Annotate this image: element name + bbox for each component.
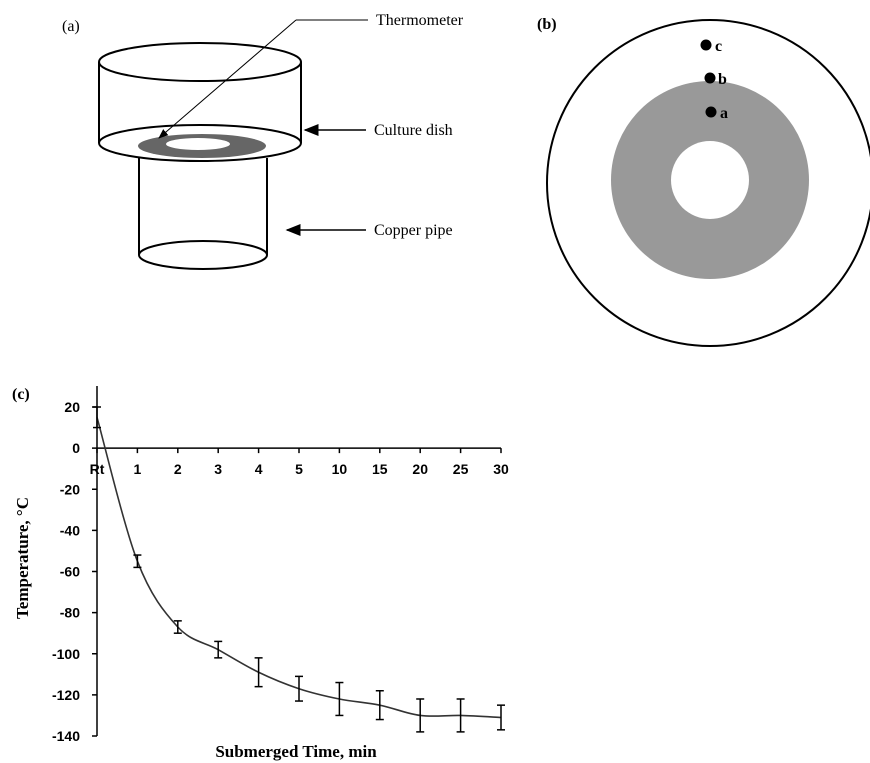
y-tick-label: -100 bbox=[52, 646, 80, 662]
culture-dish-label: Culture dish bbox=[374, 122, 453, 139]
error-bar bbox=[173, 620, 182, 634]
x-ticks: Rt 1 2 3 4 5 10 15 20 25 30 bbox=[90, 448, 509, 477]
x-tick-label: 30 bbox=[493, 461, 509, 477]
error-bar bbox=[497, 704, 505, 731]
error-bar bbox=[456, 698, 465, 733]
panel-a-label: (a) bbox=[62, 18, 80, 35]
annulus-hole bbox=[671, 141, 749, 219]
x-tick-label: 20 bbox=[412, 461, 428, 477]
x-tick-label: 10 bbox=[332, 461, 348, 477]
point-c-marker bbox=[700, 39, 712, 51]
error-bar bbox=[254, 657, 263, 688]
x-axis-title: Submerged Time, min bbox=[215, 742, 377, 761]
thermometer-label: Thermometer bbox=[376, 12, 464, 29]
error-bar bbox=[214, 640, 223, 659]
y-tick-label: 20 bbox=[64, 399, 80, 415]
y-ticks: 20 0 -20 -40 -60 -80 -100 -120 -140 bbox=[52, 399, 97, 744]
point-b-marker bbox=[704, 72, 716, 84]
panel-b-label: (b) bbox=[537, 16, 557, 33]
panel-c-label: (c) bbox=[12, 386, 30, 403]
error-bar bbox=[416, 698, 425, 733]
error-bar bbox=[133, 554, 142, 569]
thermometer-arrow bbox=[158, 19, 297, 139]
series-line bbox=[96, 417, 502, 719]
x-tick-label: 3 bbox=[214, 461, 222, 477]
panel-c: (c) 20 0 -20 -40 -60 -80 -100 -120 -140 Rt 1 2 3 4 5 1… bbox=[12, 386, 509, 761]
ring-hole bbox=[166, 138, 230, 150]
copper-pipe-label: Copper pipe bbox=[374, 222, 453, 239]
y-axis-title: Temperature, °C bbox=[13, 497, 32, 619]
point-c-label: c bbox=[715, 38, 722, 55]
temperature-chart: 20 0 -20 -40 -60 -80 -100 -120 -140 Rt 1 2 3 4 5 10 15 2… bbox=[13, 386, 509, 761]
y-tick-label: -20 bbox=[60, 481, 80, 497]
culture-dish-drawing bbox=[98, 42, 302, 162]
y-tick-label: -40 bbox=[60, 522, 80, 538]
y-tick-label: -120 bbox=[52, 687, 80, 703]
point-a-marker bbox=[705, 106, 717, 118]
x-tick-label: 1 bbox=[134, 461, 142, 477]
y-tick-label: -60 bbox=[60, 564, 80, 580]
error-bar bbox=[335, 681, 344, 717]
y-tick-label: 0 bbox=[72, 440, 80, 456]
x-tick-label: Rt bbox=[90, 461, 105, 477]
error-bar bbox=[93, 406, 101, 429]
y-tick-label: -80 bbox=[60, 605, 80, 621]
x-tick-label: 2 bbox=[174, 461, 182, 477]
error-bar bbox=[295, 675, 303, 702]
error-bars bbox=[93, 406, 505, 733]
x-tick-label: 5 bbox=[295, 461, 303, 477]
copper-pipe-drawing bbox=[138, 158, 268, 270]
error-bar bbox=[375, 690, 384, 721]
x-tick-label: 25 bbox=[453, 461, 469, 477]
panel-b: (b) a b c bbox=[537, 16, 870, 347]
x-tick-label: 15 bbox=[372, 461, 388, 477]
panel-a: (a) Thermometer Culture dish Copper pipe bbox=[62, 12, 464, 270]
point-a-label: a bbox=[720, 105, 728, 122]
point-b-label: b bbox=[718, 71, 727, 88]
x-tick-label: 4 bbox=[255, 461, 263, 477]
y-tick-label: -140 bbox=[52, 728, 80, 744]
